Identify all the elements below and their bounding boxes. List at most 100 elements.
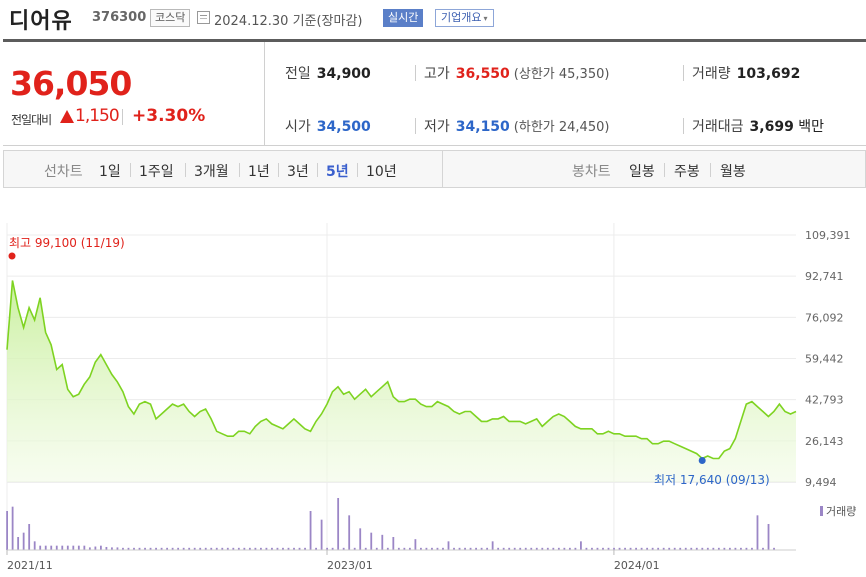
volume-bar [679, 547, 682, 550]
divider [664, 163, 665, 177]
period-tab-10y[interactable]: 10년 [366, 164, 397, 180]
volume-bar [304, 547, 306, 550]
period-tab-1y[interactable]: 1년 [248, 164, 270, 180]
volume-bar [149, 547, 152, 550]
low-label: 저가 [424, 119, 450, 135]
volume-bar [568, 547, 571, 550]
volume-bar [193, 547, 196, 550]
volume-bar [762, 547, 764, 550]
volume-bar [22, 532, 25, 550]
volume-bars: 거래량 [6, 498, 856, 551]
volume-bar [276, 547, 279, 550]
volume-bar [502, 547, 505, 550]
open-value: 34,500 [316, 119, 371, 135]
period-tab-1w[interactable]: 1주일 [139, 164, 174, 180]
volume-bar [375, 547, 378, 550]
company-overview-button[interactable]: 기업개요 ▾ [435, 9, 494, 27]
volume-bar [773, 547, 775, 550]
volume-bar [574, 547, 577, 550]
volume-bar [767, 524, 770, 550]
volume-cell: 거래량 103,692 [692, 63, 800, 83]
volume-bar [497, 547, 500, 550]
volume-bar [127, 547, 130, 550]
period-tab-3y[interactable]: 3년 [287, 164, 309, 180]
volume-bar [55, 545, 58, 550]
volume-bar [44, 545, 47, 550]
price-area-fill [7, 280, 796, 482]
low-value: 34,150 [455, 119, 510, 135]
volume-bar [535, 547, 538, 550]
volume-bar [364, 547, 367, 550]
volume-bar [348, 515, 351, 550]
change-value: 1,150 [75, 106, 120, 126]
period-tab-5y[interactable]: 5년 [326, 164, 349, 180]
candle-tab-weekly[interactable]: 주봉 [674, 164, 700, 180]
candle-tab-monthly[interactable]: 월봉 [720, 164, 746, 180]
volume-bar [111, 547, 113, 550]
y-tick-label: 59,442 [805, 353, 844, 366]
volume-bar [447, 541, 450, 550]
volume-bar [381, 534, 384, 550]
volume-bar [210, 547, 213, 550]
divider [710, 163, 711, 177]
volume-bar [613, 547, 615, 550]
upper-limit: (상한가 45,350) [513, 67, 610, 82]
volume-bar [557, 547, 560, 550]
y-tick-label: 26,143 [805, 435, 844, 448]
line-chart-label: 선차트 [44, 164, 83, 180]
x-tick-label: 2021/11 [7, 559, 53, 572]
volume-bar [177, 547, 180, 550]
amount-unit: 백만 [798, 119, 825, 135]
volume-bar [138, 547, 141, 550]
volume-bar [326, 547, 329, 550]
volume-bar [144, 547, 146, 550]
volume-bar [298, 547, 301, 550]
divider [415, 65, 416, 81]
volume-bar [282, 547, 284, 550]
divider [278, 163, 279, 177]
volume-bar [657, 547, 660, 550]
company-overview-label: 기업개요 [441, 11, 482, 24]
period-tab-1d[interactable]: 1일 [99, 164, 121, 180]
volume-bar [99, 545, 102, 550]
volume-bar [66, 545, 69, 550]
volume-bar [629, 547, 632, 550]
high-label: 고가 [424, 66, 450, 82]
open-cell: 시가 34,500 [285, 116, 371, 136]
volume-bar [182, 547, 185, 550]
volume-bar [480, 547, 483, 550]
divider [683, 118, 684, 134]
volume-bar [420, 547, 422, 550]
volume-bar [662, 547, 665, 550]
volume-bar [403, 547, 406, 550]
volume-bar [359, 528, 362, 550]
price-area [6, 280, 797, 482]
volume-bar [414, 539, 417, 550]
x-tick-label: 2024/01 [614, 559, 660, 572]
volume-bar [199, 547, 202, 550]
volume-bar [271, 547, 273, 550]
volume-bar [188, 547, 191, 550]
volume-legend-swatch [820, 506, 823, 516]
volume-bar [464, 547, 466, 550]
volume-bar [293, 547, 295, 550]
change-label: 전일대비 [11, 113, 52, 127]
candle-tab-daily[interactable]: 일봉 [629, 164, 655, 180]
realtime-button[interactable]: 실시간 [383, 9, 424, 27]
period-tab-3m[interactable]: 3개월 [194, 164, 229, 180]
volume-bar [77, 545, 80, 550]
volume-bar [232, 547, 235, 550]
high-cell: 고가 36,550 (상한가 45,350) [424, 63, 609, 83]
volume-bar [486, 547, 489, 550]
amount-cell: 거래대금 3,699 백만 [692, 116, 824, 136]
volume-bar [690, 547, 693, 550]
volume-legend-label: 거래량 [826, 505, 856, 518]
x-axis: 2021/11 2023/01 2024/01 [6, 550, 660, 572]
volume-bar [491, 541, 494, 550]
volume-bar [94, 546, 97, 550]
volume-bar [740, 547, 742, 550]
volume-bar [602, 547, 604, 550]
volume-bar [17, 537, 20, 550]
volume-bar [751, 547, 753, 550]
